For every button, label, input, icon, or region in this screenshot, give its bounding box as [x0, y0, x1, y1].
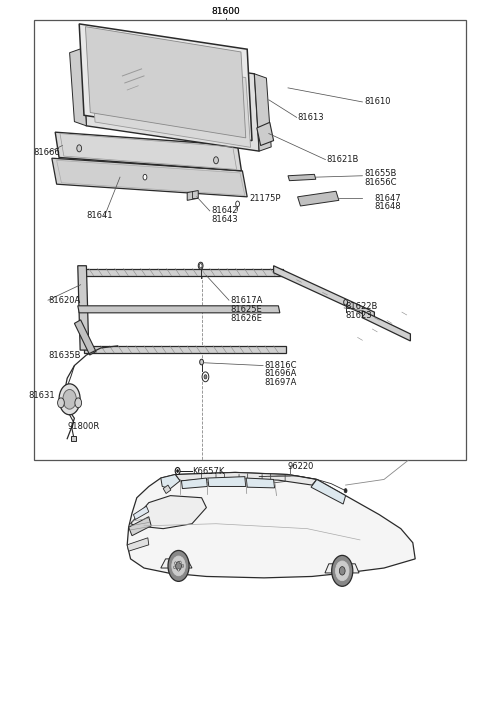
Circle shape	[175, 562, 177, 565]
Polygon shape	[85, 27, 246, 138]
Text: 81617A: 81617A	[230, 296, 263, 304]
Circle shape	[58, 398, 64, 408]
Text: 81600: 81600	[211, 8, 240, 16]
Circle shape	[236, 201, 240, 207]
Circle shape	[198, 262, 203, 269]
Text: 81625E: 81625E	[230, 305, 262, 314]
Text: 81626E: 81626E	[230, 314, 262, 323]
Text: 81621B: 81621B	[326, 155, 359, 164]
Circle shape	[63, 389, 76, 409]
Text: 81643: 81643	[211, 215, 238, 224]
Circle shape	[143, 174, 147, 180]
Circle shape	[178, 568, 180, 571]
Text: 21175P: 21175P	[250, 194, 281, 202]
Text: 81696A: 81696A	[264, 370, 296, 378]
Polygon shape	[246, 478, 275, 488]
Polygon shape	[133, 506, 149, 520]
Polygon shape	[175, 472, 317, 485]
Polygon shape	[161, 475, 180, 489]
Text: 81622B: 81622B	[346, 302, 378, 311]
Polygon shape	[254, 74, 271, 151]
Text: 81647: 81647	[374, 194, 401, 202]
Polygon shape	[79, 24, 252, 141]
Polygon shape	[161, 559, 192, 568]
Text: 81697A: 81697A	[264, 378, 296, 387]
Text: 81642: 81642	[211, 207, 238, 215]
Text: 96220: 96220	[288, 462, 314, 470]
Polygon shape	[325, 564, 359, 573]
Polygon shape	[131, 496, 206, 529]
Circle shape	[214, 157, 218, 164]
Polygon shape	[311, 479, 346, 504]
Polygon shape	[90, 52, 251, 148]
Circle shape	[182, 565, 184, 567]
Polygon shape	[181, 478, 207, 489]
Text: 81656C: 81656C	[365, 178, 397, 186]
Circle shape	[204, 375, 207, 379]
Text: 81623: 81623	[346, 311, 372, 320]
Polygon shape	[71, 436, 76, 441]
Text: K6657K: K6657K	[192, 467, 224, 475]
Polygon shape	[274, 266, 374, 319]
Circle shape	[199, 264, 202, 268]
Circle shape	[168, 550, 189, 581]
Text: 81610: 81610	[365, 98, 391, 106]
Circle shape	[174, 566, 176, 569]
Text: 81635B: 81635B	[48, 352, 81, 360]
Polygon shape	[257, 122, 274, 146]
Polygon shape	[70, 49, 86, 126]
Text: 81648: 81648	[374, 202, 401, 211]
Polygon shape	[129, 517, 151, 536]
Circle shape	[172, 556, 185, 576]
Circle shape	[332, 555, 353, 586]
Polygon shape	[187, 191, 198, 200]
Text: 81631: 81631	[29, 391, 55, 399]
Polygon shape	[127, 538, 149, 551]
Polygon shape	[78, 306, 280, 313]
Polygon shape	[288, 174, 316, 181]
Text: 81620A: 81620A	[48, 296, 80, 304]
Polygon shape	[78, 266, 89, 350]
Circle shape	[59, 384, 80, 415]
Polygon shape	[84, 346, 286, 353]
Text: 91800R: 91800R	[67, 422, 99, 430]
Text: 81600: 81600	[211, 8, 240, 16]
Text: 81655B: 81655B	[365, 169, 397, 178]
Polygon shape	[298, 191, 339, 206]
Polygon shape	[362, 311, 410, 341]
Circle shape	[202, 372, 209, 382]
Polygon shape	[82, 49, 259, 151]
Polygon shape	[127, 472, 415, 578]
Circle shape	[75, 398, 82, 408]
Circle shape	[179, 561, 181, 564]
Polygon shape	[52, 158, 247, 197]
Text: 81666: 81666	[34, 148, 60, 157]
Text: 81641: 81641	[86, 212, 113, 220]
Circle shape	[177, 470, 179, 472]
Circle shape	[336, 561, 349, 581]
Circle shape	[339, 567, 345, 575]
Polygon shape	[208, 477, 246, 486]
Polygon shape	[163, 485, 171, 494]
Text: 81613: 81613	[298, 113, 324, 122]
Bar	[34, 20, 466, 460]
Polygon shape	[55, 132, 241, 171]
Circle shape	[344, 299, 348, 305]
Circle shape	[175, 467, 180, 475]
Circle shape	[200, 359, 204, 365]
Text: 81816C: 81816C	[264, 361, 297, 370]
Polygon shape	[74, 320, 96, 355]
Circle shape	[77, 145, 82, 152]
Circle shape	[176, 562, 181, 570]
Polygon shape	[81, 269, 283, 276]
Circle shape	[344, 489, 347, 493]
